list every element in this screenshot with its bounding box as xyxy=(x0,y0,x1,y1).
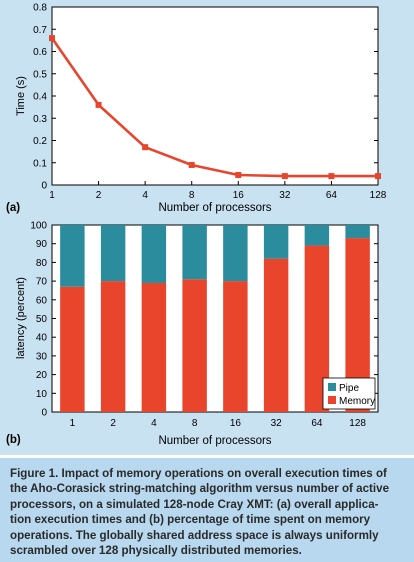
caption-line: operations. The globally shared address … xyxy=(10,528,379,542)
data-point xyxy=(142,144,149,151)
bar-memory xyxy=(223,281,248,412)
y-tick-label: 0.1 xyxy=(33,158,47,169)
y-axis-b: 0 10 20 30 40 50 60 70 80 90 100 xyxy=(30,221,378,419)
y-tick-label: 0.7 xyxy=(33,25,47,36)
caption-line: the Aho-Corasick string-matching algorit… xyxy=(10,482,390,496)
figure-caption: Figure 1. Impact of memory operations on… xyxy=(0,458,414,562)
x-tick-label: 128 xyxy=(349,418,366,429)
y-tick-label: 0.2 xyxy=(33,136,47,147)
caption-line: Figure 1. Impact of memory operations on… xyxy=(10,467,387,480)
line-chart-a: 00.10.20.30.40.50.60.70.8 1 2 4 8 16 32 64 128 … xyxy=(6,3,387,215)
bar-memory xyxy=(141,282,167,412)
caption-line: processors, on a simulated 128-node Cray… xyxy=(10,497,379,511)
data-point xyxy=(188,161,195,168)
y-tick-label: 10 xyxy=(36,389,48,400)
legend-swatch-memory xyxy=(328,396,336,404)
y-tick-label: 100 xyxy=(30,221,47,232)
x-tick-label: 1 xyxy=(49,190,55,201)
y-tick-label: 70 xyxy=(36,277,48,288)
figure-svg: 00.10.20.30.40.50.60.70.8 1 2 4 8 16 32 64 128 … xyxy=(6,3,387,448)
bar-pipe xyxy=(141,225,167,283)
bar-pipe xyxy=(223,225,248,282)
y-tick-label: 80 xyxy=(36,258,48,269)
x-tick-label: 16 xyxy=(233,190,245,201)
x-tick-label: 64 xyxy=(311,418,323,429)
bar-memory xyxy=(182,279,207,412)
y-tick-label: 0.3 xyxy=(33,114,47,125)
data-point xyxy=(375,173,381,180)
y-tick-label: 50 xyxy=(36,314,48,325)
x-tick-label: 2 xyxy=(96,190,102,201)
figure-panel: 0 0.1 0.2 0.3 0.4 0.5 0.6 0.7 0.8 1 2 4 8 16 32 64 128 … xyxy=(0,0,414,455)
y-tick-label: 0.4 xyxy=(33,92,47,103)
x-axis-a: 1 2 4 8 16 32 64 128 xyxy=(49,181,387,201)
bar-pipe xyxy=(304,225,330,246)
bar-pipe xyxy=(60,225,85,287)
data-point xyxy=(49,35,55,42)
legend-b: Pipe Memory xyxy=(322,377,376,410)
x-tick-label: 128 xyxy=(370,190,387,201)
x-tick-label: 2 xyxy=(110,418,116,429)
y-tick-label: 30 xyxy=(36,351,48,362)
x-tick-label: 16 xyxy=(230,418,242,429)
bar-memory xyxy=(60,286,85,412)
x-tick-label: 8 xyxy=(192,418,198,429)
x-tick-label: 32 xyxy=(271,418,283,429)
y-axis-a: 0 0.1 0.2 0.3 0.4 0.5 0.6 0.7 0.8 xyxy=(33,3,378,192)
series-line xyxy=(50,37,378,178)
x-axis-label-a: Number of processors xyxy=(158,202,271,214)
bar-memory xyxy=(100,281,126,412)
x-tick-label: 4 xyxy=(151,418,157,429)
y-axis-label-b: latency (percent) xyxy=(15,277,27,359)
y-axis-label-a: Time (s) xyxy=(15,76,27,116)
legend-swatch-pipe xyxy=(328,383,336,391)
y-tick-label: 20 xyxy=(36,370,48,381)
caption-line: tion execution times and (b) percentage … xyxy=(10,513,371,527)
data-point xyxy=(281,173,288,180)
bar-pipe xyxy=(182,225,207,280)
y-tick-label: 90 xyxy=(36,239,48,250)
bar-chart-b: 0 10 20 30 40 50 60 70 80 90 100 1 2 4 8 16 32 64 128 lat… xyxy=(6,221,379,447)
data-point xyxy=(235,171,242,178)
caption-line: scrambled over 128 physically distribute… xyxy=(10,544,302,558)
y-tick-label: 60 xyxy=(36,295,48,306)
y-tick-label: 0.5 xyxy=(33,69,47,80)
y-tick-label: 0 xyxy=(41,408,47,419)
legend-label-memory: Memory xyxy=(339,396,375,407)
x-axis-label-b: Number of processors xyxy=(158,435,271,447)
x-tick-label: 64 xyxy=(326,190,338,201)
bars-b xyxy=(60,225,370,412)
data-point xyxy=(328,173,335,180)
y-tick-label: 0 xyxy=(41,181,47,192)
bar-pipe xyxy=(100,225,126,282)
y-tick-label: 40 xyxy=(36,333,48,344)
x-tick-label: 8 xyxy=(189,190,195,201)
bar-pipe xyxy=(345,225,370,239)
x-tick-label: 32 xyxy=(279,190,291,201)
bar-pipe xyxy=(263,225,289,259)
bar-memory xyxy=(263,258,289,412)
panel-label-b: (b) xyxy=(6,434,21,446)
data-point xyxy=(95,101,102,108)
x-axis-b: 1 2 4 8 16 32 64 128 xyxy=(70,418,367,429)
panel-label-a: (a) xyxy=(6,202,20,214)
plot-area-a xyxy=(51,6,379,186)
y-tick-label: 0.8 xyxy=(33,3,47,14)
x-tick-label: 1 xyxy=(70,418,76,429)
y-tick-label: 0.6 xyxy=(33,47,47,58)
series-a xyxy=(49,35,381,180)
x-tick-label: 4 xyxy=(142,190,148,201)
legend-label-pipe: Pipe xyxy=(339,383,359,394)
